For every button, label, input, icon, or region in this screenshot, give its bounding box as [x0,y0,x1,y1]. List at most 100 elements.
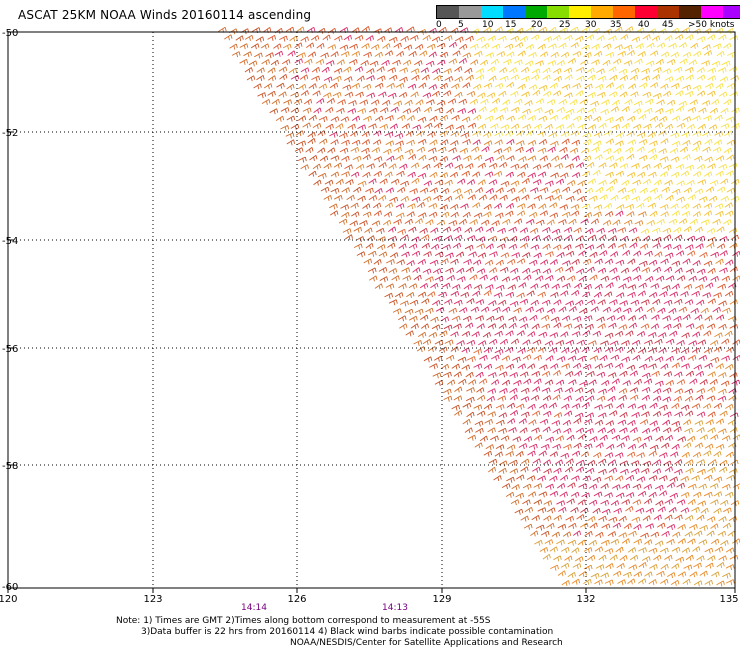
wind-barb [509,372,519,379]
wind-barb [699,524,709,532]
wind-barb [660,363,669,370]
wind-barb [609,178,618,185]
wind-barb [680,348,690,355]
wind-barb [418,154,427,161]
wind-barb [621,356,631,363]
wind-barb [585,34,595,41]
wind-barb [552,34,561,41]
wind-barb [690,42,699,49]
wind-barb [488,75,497,82]
wind-barb [713,402,723,409]
wind-barb [469,98,479,105]
wind-barb [586,266,595,273]
wind-barb [550,564,559,571]
wind-barb [530,244,540,251]
wind-barb [575,235,585,242]
wind-barb [341,139,350,146]
wind-barb [440,139,449,146]
wind-barb [376,75,386,82]
wind-barb [537,291,546,298]
wind-barb [368,123,377,130]
wind-barb [721,275,731,282]
wind-barb [444,162,454,169]
legend-swatch [679,6,701,18]
wind-barb [450,131,460,138]
wind-barb [696,514,705,521]
wind-barb [531,371,541,378]
wind-barb [645,60,655,67]
wind-barb [703,474,713,481]
wind-barb [430,316,439,323]
wind-barb [472,290,481,297]
wind-barb [437,146,447,153]
wind-barb [525,147,535,154]
wind-barb [516,292,525,299]
wind-barb [703,203,713,210]
wind-barb [656,218,665,225]
wind-barb [399,67,409,74]
wind-barb [419,50,428,57]
wind-barb [688,524,698,531]
wind-barb [333,162,343,169]
wind-barb [553,467,562,474]
wind-barb [683,226,692,233]
wind-barb [426,131,436,138]
wind-barb [436,100,446,107]
wind-barb [551,188,561,195]
wind-barb [552,68,562,75]
wind-barb [558,99,568,106]
wind-barb [395,212,405,219]
wind-barb [510,91,519,98]
wind-barb [702,292,712,299]
wind-barb [712,306,721,313]
wind-barb [623,60,633,67]
wind-barb [494,139,503,146]
wind-barb [563,427,572,434]
wind-barb [698,483,707,490]
wind-barb [523,274,532,281]
wind-barb [641,267,651,274]
wind-barb [664,434,674,441]
wind-barb [604,202,613,209]
wind-barb [621,435,630,442]
wind-barb [517,114,527,121]
wind-barb [664,252,674,259]
wind-barb [703,330,712,337]
wind-barb [280,124,290,132]
wind-barb [472,130,481,137]
wind-barb [716,580,725,587]
wind-barb [330,171,340,178]
wind-barb [498,467,507,474]
wind-barb [661,442,670,449]
wind-barb [688,59,697,66]
wind-barb [641,556,651,563]
wind-barb [718,516,727,523]
wind-barb [599,194,608,201]
wind-barb [498,412,508,419]
wind-barb [513,59,523,66]
wind-barb [522,339,531,346]
wind-barb [660,258,669,265]
wind-barb [509,410,519,417]
wind-barb [717,395,727,402]
wind-barb [306,42,315,49]
wind-barb [575,395,585,402]
legend-swatch [525,6,547,18]
wind-barb [393,146,402,153]
wind-barb [685,370,695,377]
wind-barb [696,235,706,242]
wind-barb [598,554,607,561]
wind-barb [596,243,605,250]
wind-barb [506,115,515,122]
wind-barb [722,522,731,529]
wind-barb [718,388,727,395]
wind-barb [670,156,680,163]
wind-barb [607,243,616,250]
wind-barb [475,74,485,81]
wind-barb [638,442,647,449]
wind-barb [450,290,460,297]
axis-ticks [7,31,736,593]
wind-barb [464,67,473,74]
wind-barb [495,364,504,371]
wind-barb [349,220,359,227]
